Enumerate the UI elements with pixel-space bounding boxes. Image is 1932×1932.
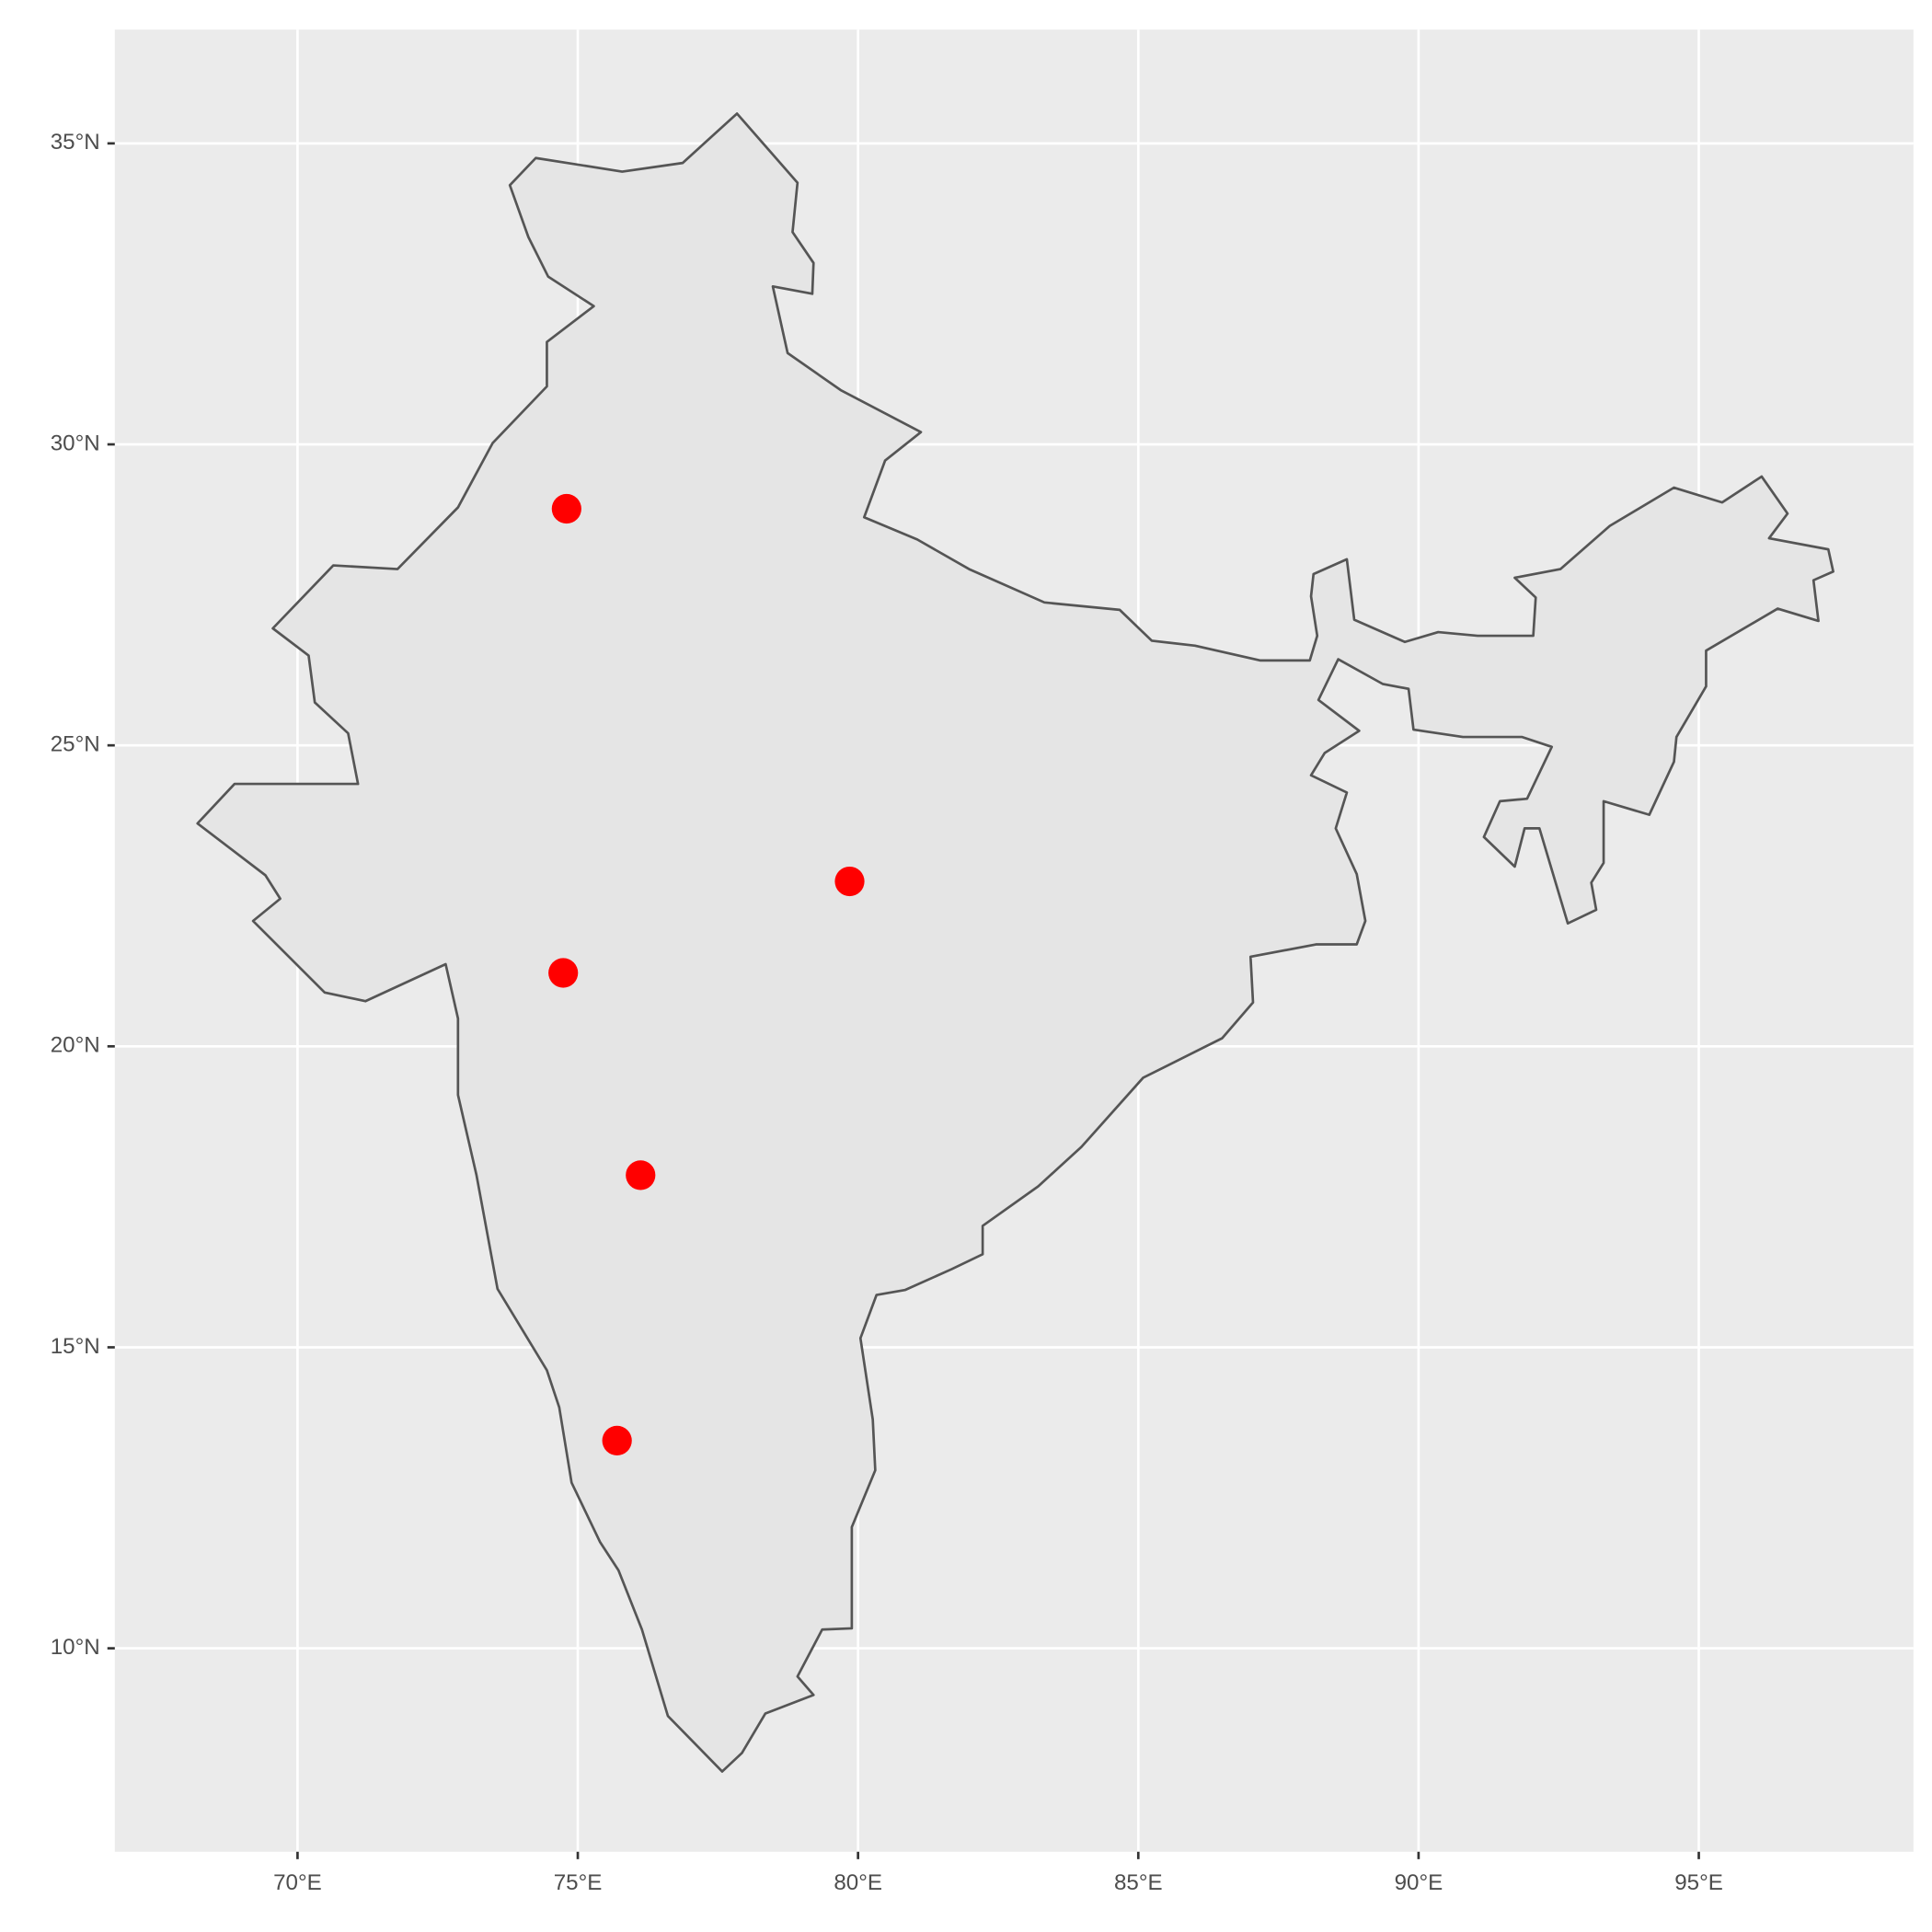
city-point	[602, 1425, 632, 1455]
y-tick-label: 25°N	[51, 732, 100, 757]
y-tick-label: 30°N	[51, 431, 100, 455]
x-tick-label: 90°E	[1395, 1870, 1443, 1895]
x-tick-label: 95°E	[1674, 1870, 1723, 1895]
city-point	[834, 866, 865, 897]
x-tick-label: 75°E	[554, 1870, 603, 1895]
x-tick-label: 70°E	[273, 1870, 322, 1895]
city-point	[626, 1160, 656, 1190]
y-tick-label: 35°N	[51, 130, 100, 155]
y-tick-label: 15°N	[51, 1334, 100, 1359]
points	[548, 493, 865, 1455]
x-tick-label: 85°E	[1114, 1870, 1163, 1895]
axes: 70°E 75°E 80°E 85°E 90°E 95°E 10°N 15°N 20°N 25°N…	[51, 130, 1723, 1895]
x-tick-label: 80°E	[834, 1870, 882, 1895]
y-tick-label: 10°N	[51, 1635, 100, 1660]
country-outline	[196, 112, 1834, 1773]
city-point	[548, 958, 579, 988]
city-point	[551, 493, 581, 524]
y-tick-label: 20°N	[51, 1033, 100, 1058]
